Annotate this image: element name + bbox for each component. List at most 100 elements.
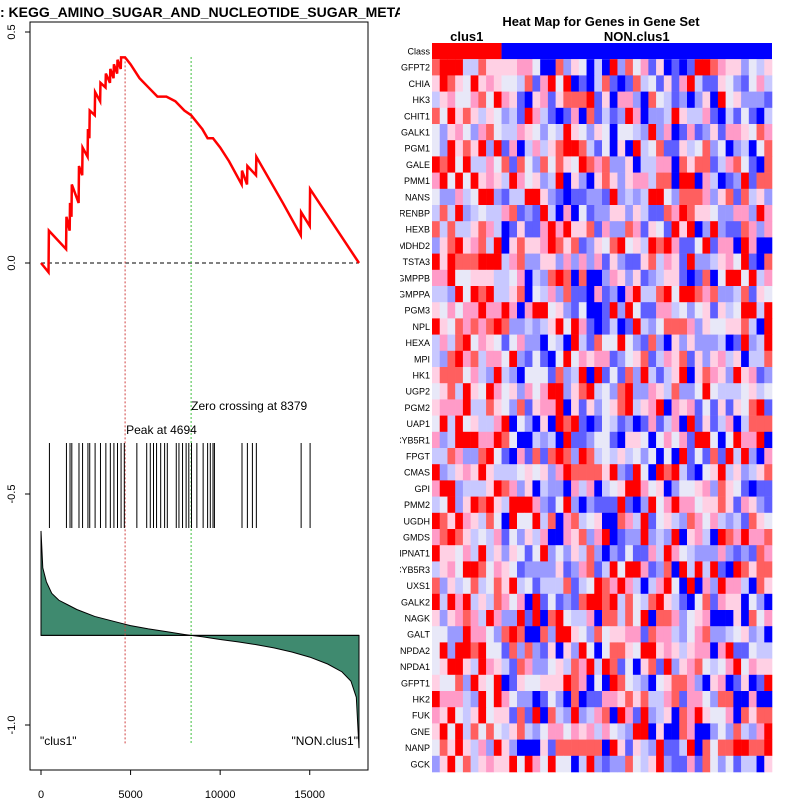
- heatmap-cell: [447, 464, 456, 481]
- heatmap-cell: [679, 172, 688, 190]
- heatmap-cell: [764, 253, 773, 271]
- heatmap-cell: [501, 399, 510, 416]
- heatmap-cell: [609, 755, 618, 773]
- heatmap-cell: [663, 512, 672, 530]
- heatmap-cell: [571, 91, 580, 109]
- heatmap-cell: [748, 755, 757, 773]
- heatmap-cell: [617, 318, 626, 335]
- heatmap-cell: [656, 610, 665, 627]
- heatmap-cell: [470, 253, 479, 271]
- heatmap-cell: [710, 91, 719, 109]
- heatmap-cell: [663, 124, 672, 141]
- heatmap-cell: [555, 755, 564, 773]
- heatmap-cell: [532, 383, 541, 400]
- heatmap-cell: [432, 302, 441, 319]
- heatmap-cell: [741, 188, 750, 206]
- heatmap-cell: [509, 755, 518, 773]
- heatmap-cell: [741, 399, 750, 416]
- heatmap-cell: [617, 755, 626, 773]
- heatmap-cell: [625, 124, 634, 141]
- heatmap-cell: [501, 59, 510, 76]
- heatmap-cell: [447, 156, 456, 173]
- heatmap-cell: [764, 415, 773, 433]
- heatmap-cell: [571, 107, 580, 125]
- heatmap-cell: [617, 658, 626, 676]
- heatmap-cell: [563, 577, 572, 595]
- heatmap-cell: [486, 367, 495, 384]
- heatmap-cell: [725, 626, 734, 643]
- heatmap-cell: [756, 91, 765, 109]
- heatmap-cell: [741, 658, 750, 676]
- heatmap-cell: [671, 545, 680, 562]
- heatmap-cell: [602, 205, 611, 222]
- heatmap-cell: [725, 188, 734, 206]
- heatmap-cell: [733, 302, 742, 319]
- heatmap-cell: [493, 723, 502, 740]
- heatmap-cell: [663, 496, 672, 514]
- heatmap-cell: [470, 172, 479, 190]
- heatmap-cell: [493, 302, 502, 319]
- heatmap-cell: [447, 367, 456, 384]
- heatmap-cell: [547, 91, 556, 109]
- heatmap-cell: [578, 399, 587, 416]
- heatmap-cell: [687, 626, 696, 643]
- heatmap-cell: [478, 755, 487, 773]
- heatmap-cell: [625, 237, 634, 254]
- heatmap-cell: [632, 545, 641, 562]
- heatmap-cell: [687, 350, 696, 368]
- heatmap-cell: [756, 610, 765, 627]
- heatmap-cell: [602, 286, 611, 303]
- heatmap-cell: [648, 59, 657, 76]
- heatmap-cell: [555, 512, 564, 530]
- heatmap-cell: [532, 415, 541, 433]
- heatmap-cell: [432, 188, 441, 206]
- heatmap-cell: [679, 448, 688, 465]
- heatmap-cell: [462, 658, 471, 676]
- y-tick-label: -1.0: [6, 716, 18, 735]
- heatmap-cell: [571, 286, 580, 303]
- heatmap-cell: [563, 707, 572, 724]
- heatmap-cell: [540, 124, 549, 141]
- heatmap-cell: [609, 383, 618, 400]
- heatmap-cell: [648, 286, 657, 303]
- heatmap-cell: [439, 383, 448, 400]
- heatmap-cell: [532, 464, 541, 481]
- heatmap-cell: [547, 512, 556, 530]
- heatmap-cell: [717, 107, 726, 125]
- heatmap-cell: [741, 269, 750, 287]
- heatmap-cell: [733, 399, 742, 416]
- heatmap-cell: [632, 75, 641, 92]
- heatmap-cell: [540, 383, 549, 400]
- heatmap-cell: [748, 707, 757, 724]
- heatmap-cell: [563, 383, 572, 400]
- heatmap-cell: [679, 107, 688, 125]
- heatmap-cell: [702, 237, 711, 254]
- heatmap-cell: [594, 739, 603, 757]
- heatmap-cell: [540, 658, 549, 676]
- heatmap-cell: [602, 496, 611, 514]
- heatmap-cell: [547, 529, 556, 546]
- heatmap-cell: [462, 269, 471, 287]
- y-tick-label: 0.5: [6, 24, 18, 39]
- heatmap-cell: [648, 140, 657, 157]
- heatmap-cell: [609, 205, 618, 222]
- heatmap-cell: [578, 334, 587, 352]
- heatmap-cell: [517, 156, 526, 173]
- heatmap-cell: [702, 221, 711, 238]
- heatmap-cell: [447, 172, 456, 190]
- heatmap-cell: [741, 140, 750, 157]
- heatmap-cell: [725, 399, 734, 416]
- heatmap-cell: [532, 59, 541, 76]
- heatmap-cell: [532, 237, 541, 254]
- heatmap-cell: [432, 253, 441, 271]
- heatmap-cell: [687, 140, 696, 157]
- heatmap-cell: [679, 156, 688, 173]
- heatmap-cell: [478, 140, 487, 157]
- heatmap-cell: [486, 302, 495, 319]
- heatmap-cell: [625, 545, 634, 562]
- heatmap-cell: [632, 399, 641, 416]
- heatmap-cell: [748, 480, 757, 497]
- heatmap-cell: [432, 221, 441, 238]
- heatmap-cell: [571, 367, 580, 384]
- heatmap-cell: [741, 674, 750, 692]
